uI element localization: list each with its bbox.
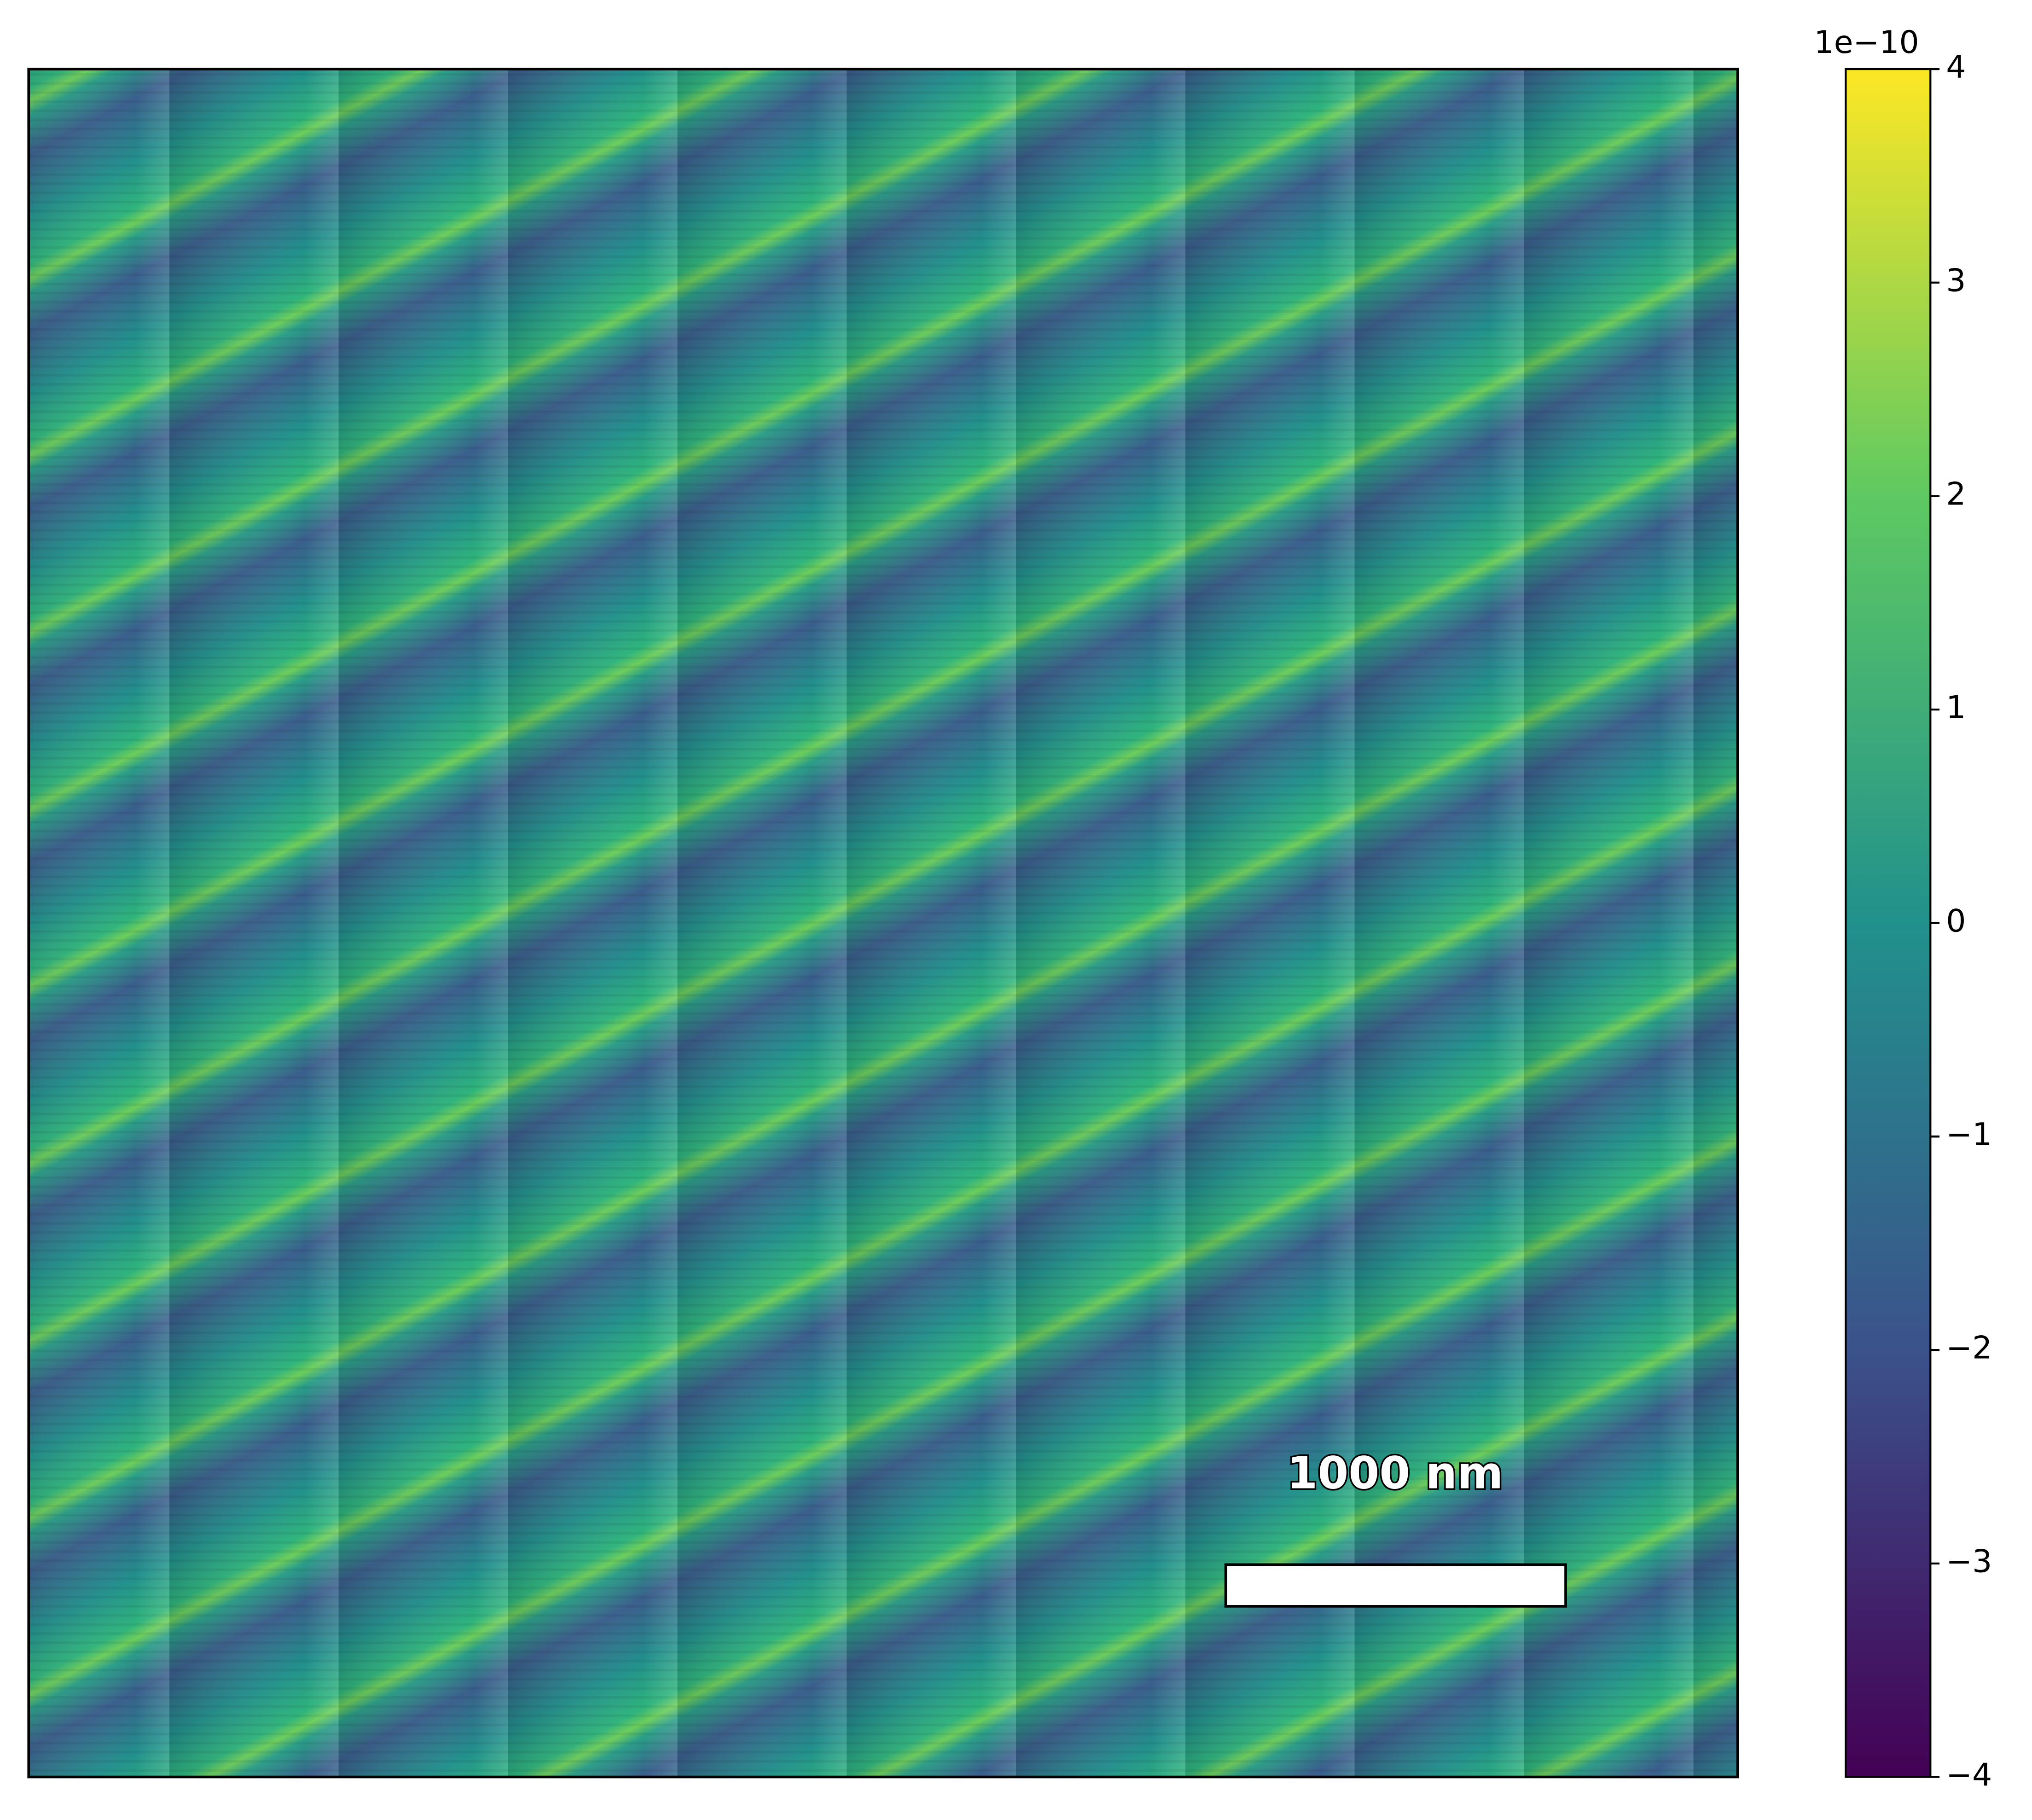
colorbar-tick-label: 1 bbox=[1946, 690, 1966, 726]
colorbar bbox=[1845, 68, 1932, 1778]
scale-bar-label: 1000 nm bbox=[1287, 1447, 1503, 1499]
colorbar-tick-label: 4 bbox=[1946, 49, 1966, 86]
afm-image bbox=[29, 69, 1738, 1777]
colorbar-tick-label: −2 bbox=[1946, 1330, 1992, 1366]
image-frame bbox=[27, 68, 1739, 1779]
colorbar-tick-label: −3 bbox=[1946, 1543, 1992, 1580]
colorbar-tick-label: 2 bbox=[1946, 476, 1966, 512]
colorbar-tick-label: 0 bbox=[1946, 903, 1966, 939]
colorbar-tick-label: −4 bbox=[1946, 1757, 1992, 1793]
scale-bar bbox=[1224, 1563, 1567, 1608]
colorbar-tick-label: 3 bbox=[1946, 262, 1966, 299]
colorbar-offset-label: 1e−10 bbox=[1814, 24, 1919, 61]
colorbar-tick-label: −1 bbox=[1946, 1116, 1992, 1153]
